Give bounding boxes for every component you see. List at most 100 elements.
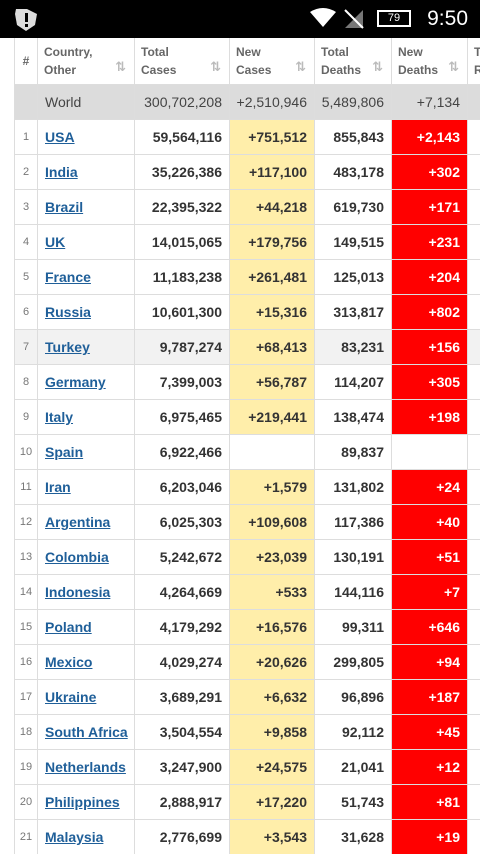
cell (468, 225, 480, 260)
total-deaths: 31,628 (315, 820, 392, 854)
header-text: Deaths (398, 63, 439, 77)
new-cases: +56,787 (230, 365, 315, 400)
cell (468, 365, 480, 400)
country-link[interactable]: Argentina (38, 505, 135, 540)
column-header[interactable]: Total Deaths ⇅ (315, 38, 392, 85)
new-cases: +179,756 (230, 225, 315, 260)
country-link[interactable]: Netherlands (38, 750, 135, 785)
column-header[interactable]: Country, Other ⇅ (38, 38, 135, 85)
header-text: Cases (141, 63, 177, 77)
sort-icon[interactable]: ⇅ (295, 59, 306, 74)
total-cases: 2,888,917 (135, 785, 230, 820)
country-link[interactable]: South Africa (38, 715, 135, 750)
country-link[interactable]: India (38, 155, 135, 190)
row-index: 8 (14, 365, 38, 400)
total-deaths: 89,837 (315, 435, 392, 470)
country-link[interactable]: Mexico (38, 645, 135, 680)
battery: 79 (377, 10, 411, 27)
row-index: 7 (14, 330, 38, 365)
total-cases: 7,399,003 (135, 365, 230, 400)
header-text: New (398, 45, 423, 59)
total-cases: 3,504,554 (135, 715, 230, 750)
country-link[interactable]: Colombia (38, 540, 135, 575)
new-cases: +117,100 (230, 155, 315, 190)
total-cases: 14,015,065 (135, 225, 230, 260)
sort-icon[interactable]: ⇅ (372, 59, 383, 74)
total-deaths: 125,013 (315, 260, 392, 295)
status-icons (15, 8, 364, 31)
column-header[interactable]: New Deaths ⇅ (392, 38, 468, 85)
total-deaths: 149,515 (315, 225, 392, 260)
country-link[interactable]: France (38, 260, 135, 295)
header-text: Deaths (321, 63, 362, 77)
country-link[interactable]: Spain (38, 435, 135, 470)
total-cases: 2,776,699 (135, 820, 230, 854)
total-cases: 10,601,300 (135, 295, 230, 330)
new-deaths: +40 (392, 505, 468, 540)
row-index: 20 (14, 785, 38, 820)
country-link[interactable]: UK (38, 225, 135, 260)
row-index: 4 (14, 225, 38, 260)
row-index: 18 (14, 715, 38, 750)
column-header[interactable]: # (14, 38, 38, 85)
total-deaths: 114,207 (315, 365, 392, 400)
country-link[interactable]: Indonesia (38, 575, 135, 610)
sort-icon[interactable]: ⇅ (448, 59, 459, 74)
total-cases: 6,975,465 (135, 400, 230, 435)
world-cell: +2,510,946 (230, 85, 315, 120)
new-cases: +751,512 (230, 120, 315, 155)
column-header[interactable]: Total Cases ⇅ (135, 38, 230, 85)
header-text: # (22, 54, 30, 68)
row-index: 10 (14, 435, 38, 470)
new-cases (230, 435, 315, 470)
total-deaths: 138,474 (315, 400, 392, 435)
country-link[interactable]: Philippines (38, 785, 135, 820)
country-link[interactable]: Malaysia (38, 820, 135, 854)
total-cases: 35,226,386 (135, 155, 230, 190)
country-link[interactable]: Turkey (38, 330, 135, 365)
total-deaths: 855,843 (315, 120, 392, 155)
new-deaths: +19 (392, 820, 468, 854)
sort-icon[interactable]: ⇅ (210, 59, 221, 74)
country-link[interactable]: Italy (38, 400, 135, 435)
new-deaths: +156 (392, 330, 468, 365)
new-deaths (392, 435, 468, 470)
header-text: New (236, 45, 261, 59)
sort-icon[interactable]: ⇅ (115, 59, 126, 74)
total-cases: 6,025,303 (135, 505, 230, 540)
new-deaths: +302 (392, 155, 468, 190)
column-header[interactable]: New Cases ⇅ (230, 38, 315, 85)
country-link[interactable]: Ukraine (38, 680, 135, 715)
world-cell: 300,702,208 (135, 85, 230, 120)
total-cases: 6,203,046 (135, 470, 230, 505)
total-cases: 22,395,322 (135, 190, 230, 225)
new-deaths: +45 (392, 715, 468, 750)
new-deaths: +94 (392, 645, 468, 680)
header-text: Total (474, 45, 480, 59)
country-link[interactable]: USA (38, 120, 135, 155)
country-link[interactable]: Germany (38, 365, 135, 400)
new-cases: +3,543 (230, 820, 315, 854)
total-deaths: 99,311 (315, 610, 392, 645)
country-link[interactable]: Russia (38, 295, 135, 330)
country-link[interactable]: Iran (38, 470, 135, 505)
new-deaths: +204 (392, 260, 468, 295)
cell (14, 85, 38, 120)
new-cases: +23,039 (230, 540, 315, 575)
cell (468, 610, 480, 645)
new-deaths: +7 (392, 575, 468, 610)
new-deaths: +231 (392, 225, 468, 260)
total-cases: 4,264,669 (135, 575, 230, 610)
row-index: 1 (14, 120, 38, 155)
row-index: 12 (14, 505, 38, 540)
new-deaths: +171 (392, 190, 468, 225)
country-link[interactable]: Brazil (38, 190, 135, 225)
country-link[interactable]: Poland (38, 610, 135, 645)
total-deaths: 51,743 (315, 785, 392, 820)
total-deaths: 96,896 (315, 680, 392, 715)
cell (468, 190, 480, 225)
column-header[interactable]: TotalRecovered⇅ (468, 38, 480, 85)
cell (468, 435, 480, 470)
new-cases: +24,575 (230, 750, 315, 785)
total-deaths: 130,191 (315, 540, 392, 575)
